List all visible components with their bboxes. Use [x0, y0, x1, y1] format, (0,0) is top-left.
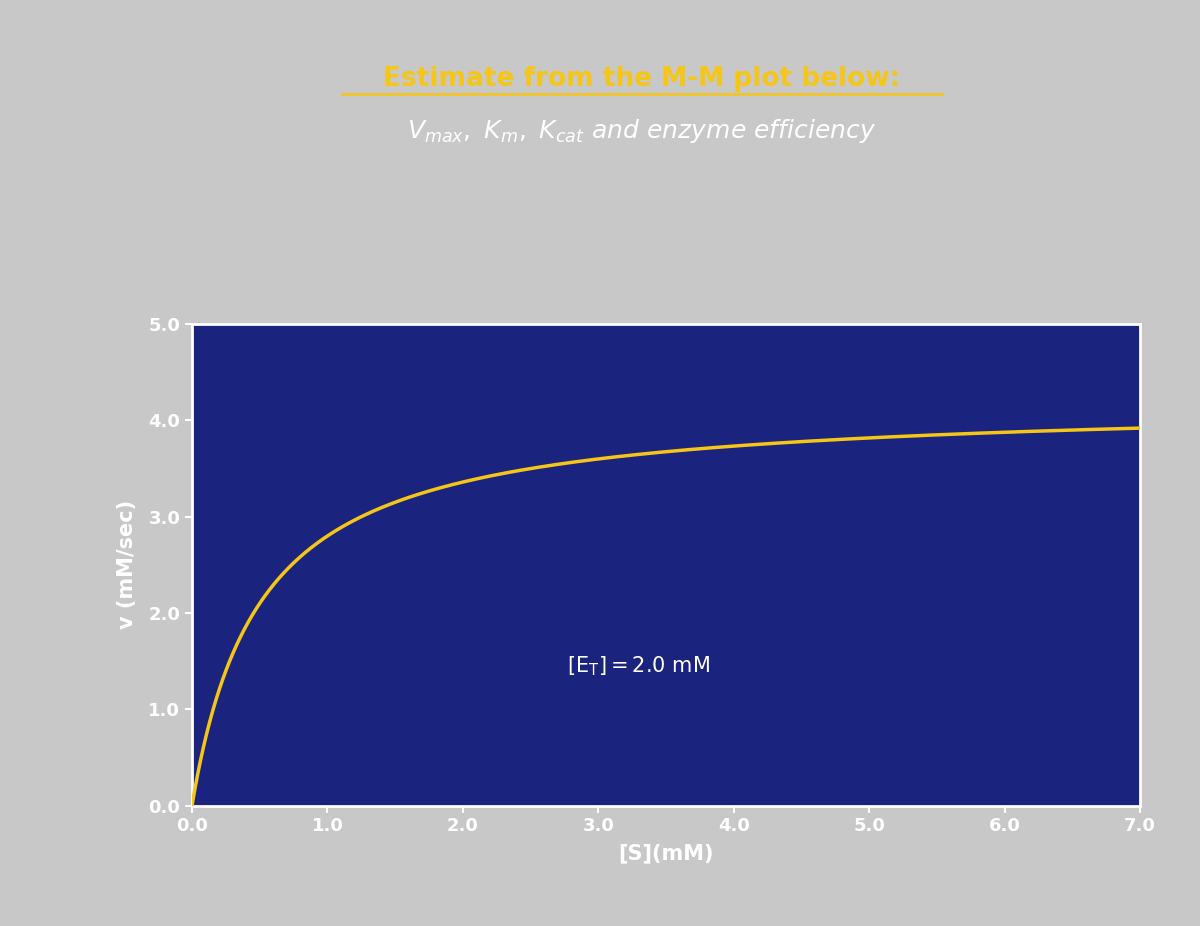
Text: $[\mathrm{E_T}] = 2.0\ \mathrm{mM}$: $[\mathrm{E_T}] = 2.0\ \mathrm{mM}$ [568, 654, 710, 678]
X-axis label: [S](mM): [S](mM) [618, 844, 714, 864]
Y-axis label: v (mM/sec): v (mM/sec) [118, 500, 137, 630]
Text: $\mathit{V}_{\mathit{max}}\mathit{,\ K}_{\mathit{m}}\mathit{,\ K}_{\mathit{cat}}: $\mathit{V}_{\mathit{max}}\mathit{,\ K}_… [408, 118, 876, 145]
Text: Estimate from the M-M plot below:: Estimate from the M-M plot below: [383, 66, 901, 92]
